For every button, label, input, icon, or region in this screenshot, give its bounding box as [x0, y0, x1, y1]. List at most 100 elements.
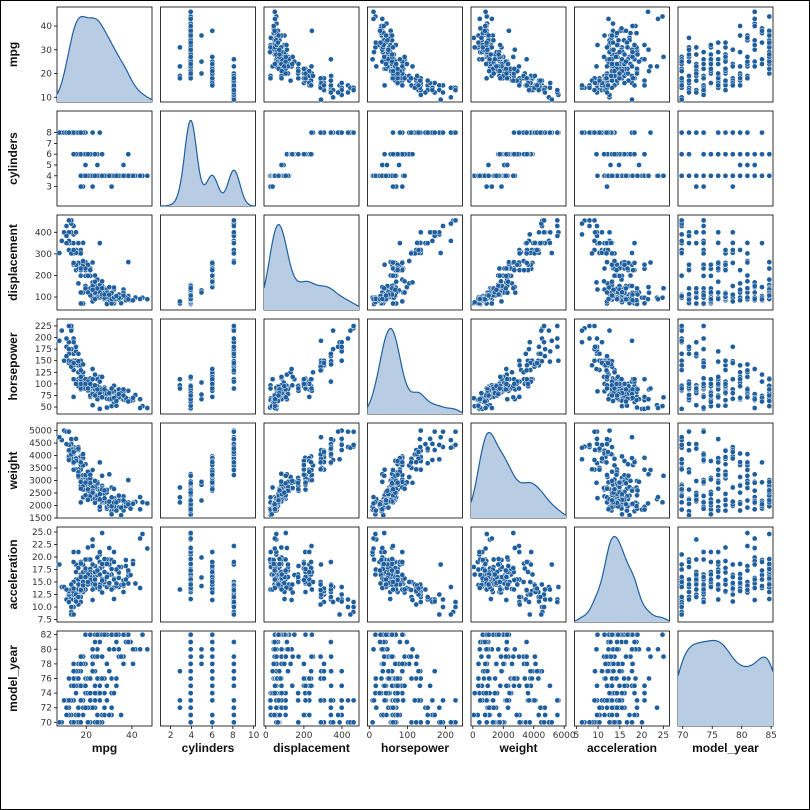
point-horsepower-vs-mpg-181: [66, 323, 72, 329]
point-cylinders-vs-displacement-35: [345, 129, 351, 136]
point-horsepower-vs-displacement-7: [347, 327, 354, 334]
point-mpg-vs-horsepower-188: [377, 39, 384, 46]
point-horsepower-vs-mpg-99: [70, 394, 77, 400]
point-horsepower-vs-model_year-64: [759, 371, 765, 378]
point-displacement-vs-horsepower-137: [397, 240, 403, 246]
ytick-label-weight: 4500: [29, 439, 52, 449]
point-horsepower-vs-displacement-176: [289, 382, 296, 389]
point-mpg-vs-weight-139: [542, 89, 548, 96]
point-mpg-vs-acceleration-164: [645, 46, 652, 53]
point-horsepower-vs-model_year-101: [722, 357, 729, 364]
point-displacement-vs-model_year-180: [693, 240, 700, 246]
point-cylinders-vs-mpg-188: [113, 172, 120, 179]
point-horsepower-vs-acceleration-19: [629, 337, 635, 344]
point-mpg-vs-model_year-56: [722, 39, 729, 46]
point-cylinders-vs-model_year-104: [686, 129, 692, 136]
point-mpg-vs-acceleration-8: [586, 84, 593, 91]
point-displacement-vs-horsepower-7: [448, 220, 454, 227]
point-mpg-vs-model_year-170: [766, 51, 773, 58]
point-mpg-vs-horsepower-181: [452, 87, 459, 93]
point-mpg-vs-horsepower-185: [385, 46, 392, 53]
panel-frame: [263, 6, 360, 103]
point-horsepower-vs-model_year-186: [678, 385, 685, 392]
point-horsepower-vs-acceleration-173: [623, 386, 629, 393]
point-mpg-vs-acceleration-171: [614, 30, 620, 36]
point-mpg-vs-horsepower-147: [417, 77, 424, 84]
point-displacement-vs-model_year-9: [678, 231, 685, 238]
point-horsepower-vs-model_year-185: [729, 390, 736, 396]
point-mpg-vs-model_year-116: [744, 35, 751, 41]
point-mpg-vs-horsepower-190: [379, 16, 386, 22]
point-displacement-vs-model_year-22: [686, 291, 692, 298]
point-horsepower-vs-model_year-191: [766, 392, 773, 399]
point-horsepower-vs-mpg-182: [77, 367, 84, 374]
point-mpg-vs-acceleration-185: [610, 46, 617, 53]
point-displacement-vs-horsepower-180: [424, 240, 431, 246]
point-cylinders-vs-model_year-133: [737, 129, 743, 136]
point-mpg-vs-acceleration-69: [593, 63, 600, 70]
point-displacement-vs-mpg-148: [80, 240, 86, 246]
point-weight-vs-mpg-161: [82, 492, 89, 499]
point-displacement-vs-horsepower-159: [401, 289, 408, 296]
point-mpg-vs-horsepower-18: [448, 94, 454, 101]
point-cylinders-vs-model_year-101: [722, 129, 729, 136]
point-mpg-vs-displacement-104: [335, 89, 341, 96]
point-horsepower-vs-acceleration-34: [599, 339, 605, 346]
ytick-label-horsepower: 225: [35, 322, 52, 332]
point-mpg-vs-model_year-169: [766, 44, 773, 51]
panel-mpg-vs-acceleration: [574, 6, 670, 103]
point-cylinders-vs-mpg-152: [70, 151, 77, 158]
ytick-label-weight: 3500: [29, 464, 52, 474]
point-displacement-vs-model_year-190: [751, 296, 758, 302]
point-displacement-vs-weight-143: [498, 298, 505, 305]
point-displacement-vs-acceleration-149: [609, 261, 615, 268]
point-displacement-vs-mpg-137: [96, 240, 103, 246]
panel-displacement-vs-weight: [470, 214, 567, 311]
point-mpg-vs-acceleration-170: [634, 51, 641, 58]
point-cylinders-vs-model_year-190: [751, 172, 758, 179]
point-horsepower-vs-model_year-93: [708, 399, 714, 405]
point-mpg-vs-horsepower-148: [414, 73, 420, 79]
point-weight-vs-mpg-123: [75, 472, 82, 479]
point-mpg-vs-model_year-41: [700, 61, 707, 67]
point-cylinders-vs-mpg-189: [125, 172, 132, 179]
point-displacement-vs-weight-104: [554, 233, 561, 239]
point-mpg-vs-displacement-137: [328, 56, 334, 63]
point-mpg-vs-acceleration-131: [616, 49, 623, 55]
point-mpg-vs-horsepower-184: [381, 54, 388, 60]
point-displacement-vs-model_year-166: [751, 283, 758, 289]
point-mpg-vs-acceleration-124: [630, 75, 636, 82]
point-mpg-vs-cylinders-67: [198, 32, 205, 39]
point-displacement-vs-horsepower-99: [381, 261, 388, 268]
point-cylinders-vs-model_year-182: [744, 129, 751, 136]
point-cylinders-vs-mpg-191: [120, 172, 127, 179]
point-mpg-vs-weight-182: [523, 75, 530, 82]
point-mpg-vs-acceleration-42: [641, 42, 648, 48]
point-mpg-vs-model_year-183: [722, 65, 729, 72]
point-mpg-vs-model_year-87: [751, 8, 758, 15]
point-displacement-vs-mpg-180: [75, 240, 82, 246]
point-horsepower-vs-model_year-161: [693, 385, 700, 392]
point-cylinders-vs-displacement-181: [350, 129, 357, 136]
point-displacement-vs-mpg-19: [56, 250, 63, 256]
point-displacement-vs-model_year-64: [759, 284, 765, 290]
point-mpg-vs-displacement-79: [309, 27, 315, 34]
point-mpg-vs-model_year-145: [693, 51, 700, 58]
panel-cylinders-vs-cylinders: [160, 110, 256, 207]
point-mpg-vs-model_year-151: [700, 65, 707, 72]
point-horsepower-vs-weight-19: [548, 337, 555, 344]
point-horsepower-vs-mpg-147: [75, 358, 82, 365]
point-mpg-vs-model_year-122: [722, 54, 729, 60]
point-mpg-vs-weight-162: [491, 56, 498, 63]
point-displacement-vs-mpg-35: [63, 223, 70, 229]
point-mpg-vs-horsepower-99: [381, 82, 388, 89]
point-displacement-vs-model_year-124: [737, 267, 743, 273]
point-mpg-vs-weight-105: [526, 87, 532, 93]
point-mpg-vs-displacement-177: [302, 70, 309, 77]
point-horsepower-vs-weight-103: [555, 357, 562, 364]
point-displacement-vs-model_year-175: [700, 265, 707, 272]
point-mpg-vs-weight-174: [493, 63, 500, 70]
point-mpg-vs-model_year-182: [744, 75, 751, 82]
point-displacement-vs-model_year-35: [700, 223, 707, 229]
point-displacement-vs-model_year-68: [737, 280, 743, 287]
